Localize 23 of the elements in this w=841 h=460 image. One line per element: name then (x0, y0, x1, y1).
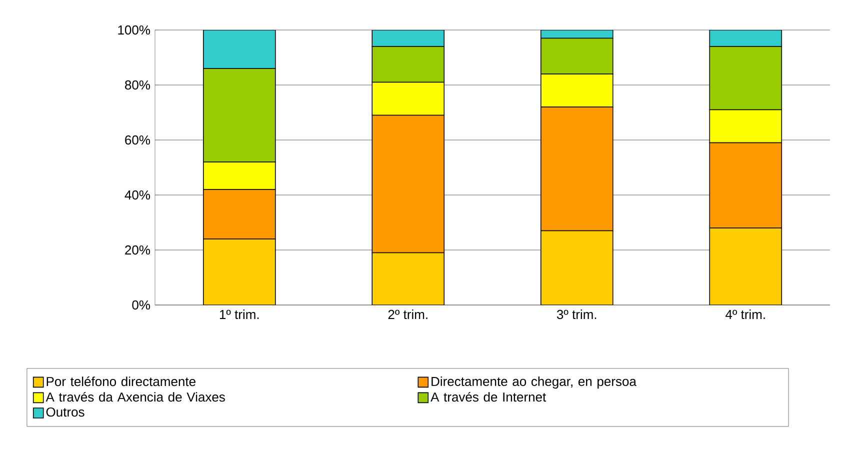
legend-label: A través da Axencia de Viaxes (46, 392, 225, 402)
bar (202, 238, 276, 305)
legend-label: Por teléfono directamente (46, 376, 196, 386)
y-tick-label: 40% (124, 190, 150, 200)
bar (540, 30, 614, 39)
y-tick-label: 0% (132, 300, 150, 310)
x-tick-label: 1º trim. (220, 310, 259, 320)
x-tick-label: 4º trim. (726, 310, 765, 320)
bar (709, 228, 782, 305)
legend-label: Outros (46, 407, 84, 417)
y-tick-label: 80% (125, 80, 150, 90)
legend-label: Directamente ao chegar, en persoa (432, 376, 636, 389)
bar (540, 230, 614, 305)
x-tick-label: 3º trim. (556, 310, 596, 320)
y-tick-label: 100% (118, 25, 150, 35)
bar (709, 30, 782, 47)
bar (372, 30, 445, 47)
bar (372, 252, 445, 305)
legend-label: A través de Internet (430, 392, 546, 402)
x-tick-label: 2º trim. (388, 310, 428, 320)
y-tick-label: 60% (125, 135, 150, 145)
bar (202, 30, 276, 69)
y-tick-label: 20% (125, 245, 150, 255)
